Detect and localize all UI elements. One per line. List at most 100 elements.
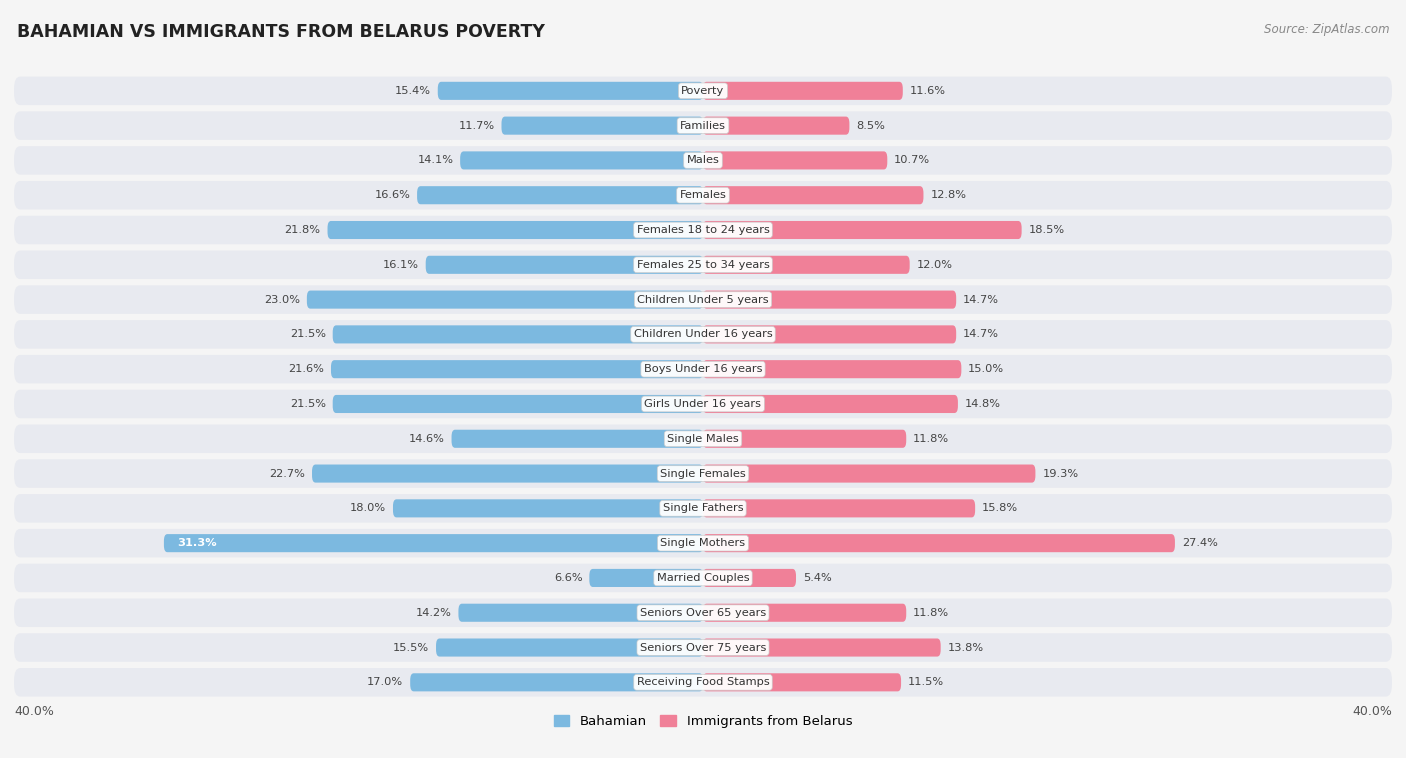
Text: 11.6%: 11.6%	[910, 86, 946, 96]
FancyBboxPatch shape	[418, 186, 703, 204]
FancyBboxPatch shape	[437, 82, 703, 100]
Text: 23.0%: 23.0%	[264, 295, 299, 305]
FancyBboxPatch shape	[312, 465, 703, 483]
FancyBboxPatch shape	[703, 152, 887, 170]
FancyBboxPatch shape	[703, 603, 907, 622]
Text: Single Males: Single Males	[666, 434, 740, 443]
Text: Seniors Over 75 years: Seniors Over 75 years	[640, 643, 766, 653]
Text: Poverty: Poverty	[682, 86, 724, 96]
FancyBboxPatch shape	[14, 146, 1392, 174]
FancyBboxPatch shape	[14, 424, 1392, 453]
Text: 11.8%: 11.8%	[912, 434, 949, 443]
Text: 15.8%: 15.8%	[981, 503, 1018, 513]
FancyBboxPatch shape	[703, 255, 910, 274]
FancyBboxPatch shape	[703, 290, 956, 309]
FancyBboxPatch shape	[589, 569, 703, 587]
Text: 21.5%: 21.5%	[290, 399, 326, 409]
Text: 12.8%: 12.8%	[931, 190, 966, 200]
FancyBboxPatch shape	[703, 82, 903, 100]
Text: 40.0%: 40.0%	[1353, 705, 1392, 718]
FancyBboxPatch shape	[14, 633, 1392, 662]
FancyBboxPatch shape	[392, 500, 703, 518]
Text: Single Females: Single Females	[661, 468, 745, 478]
Text: 21.8%: 21.8%	[284, 225, 321, 235]
Text: Females 18 to 24 years: Females 18 to 24 years	[637, 225, 769, 235]
Text: 18.5%: 18.5%	[1029, 225, 1064, 235]
Text: Males: Males	[686, 155, 720, 165]
Text: Seniors Over 65 years: Seniors Over 65 years	[640, 608, 766, 618]
Text: 8.5%: 8.5%	[856, 121, 886, 130]
Text: 19.3%: 19.3%	[1042, 468, 1078, 478]
FancyBboxPatch shape	[14, 599, 1392, 627]
FancyBboxPatch shape	[411, 673, 703, 691]
Text: 15.5%: 15.5%	[394, 643, 429, 653]
Text: Single Fathers: Single Fathers	[662, 503, 744, 513]
FancyBboxPatch shape	[436, 638, 703, 656]
Text: 21.5%: 21.5%	[290, 330, 326, 340]
FancyBboxPatch shape	[14, 355, 1392, 384]
Text: 22.7%: 22.7%	[270, 468, 305, 478]
Text: 27.4%: 27.4%	[1182, 538, 1218, 548]
FancyBboxPatch shape	[703, 395, 957, 413]
Text: Families: Families	[681, 121, 725, 130]
FancyBboxPatch shape	[703, 534, 1175, 552]
Text: 6.6%: 6.6%	[554, 573, 582, 583]
Text: 11.7%: 11.7%	[458, 121, 495, 130]
FancyBboxPatch shape	[703, 569, 796, 587]
FancyBboxPatch shape	[328, 221, 703, 239]
Text: 14.8%: 14.8%	[965, 399, 1001, 409]
FancyBboxPatch shape	[502, 117, 703, 135]
Text: 16.6%: 16.6%	[374, 190, 411, 200]
FancyBboxPatch shape	[14, 216, 1392, 244]
Text: 14.1%: 14.1%	[418, 155, 453, 165]
FancyBboxPatch shape	[14, 459, 1392, 488]
Text: 31.3%: 31.3%	[177, 538, 218, 548]
Text: Children Under 16 years: Children Under 16 years	[634, 330, 772, 340]
FancyBboxPatch shape	[307, 290, 703, 309]
Text: Children Under 5 years: Children Under 5 years	[637, 295, 769, 305]
Text: Married Couples: Married Couples	[657, 573, 749, 583]
FancyBboxPatch shape	[14, 564, 1392, 592]
FancyBboxPatch shape	[703, 360, 962, 378]
FancyBboxPatch shape	[703, 221, 1022, 239]
FancyBboxPatch shape	[330, 360, 703, 378]
Text: Females: Females	[679, 190, 727, 200]
Text: 21.6%: 21.6%	[288, 364, 323, 374]
FancyBboxPatch shape	[451, 430, 703, 448]
FancyBboxPatch shape	[703, 500, 976, 518]
Text: 18.0%: 18.0%	[350, 503, 387, 513]
FancyBboxPatch shape	[703, 430, 907, 448]
Text: Girls Under 16 years: Girls Under 16 years	[644, 399, 762, 409]
Text: 15.4%: 15.4%	[395, 86, 430, 96]
FancyBboxPatch shape	[426, 255, 703, 274]
FancyBboxPatch shape	[14, 251, 1392, 279]
Text: 14.2%: 14.2%	[416, 608, 451, 618]
Text: 40.0%: 40.0%	[14, 705, 53, 718]
FancyBboxPatch shape	[703, 673, 901, 691]
Text: 13.8%: 13.8%	[948, 643, 984, 653]
FancyBboxPatch shape	[703, 325, 956, 343]
Text: 15.0%: 15.0%	[969, 364, 1004, 374]
Text: 12.0%: 12.0%	[917, 260, 953, 270]
FancyBboxPatch shape	[14, 529, 1392, 557]
FancyBboxPatch shape	[14, 668, 1392, 697]
FancyBboxPatch shape	[333, 325, 703, 343]
Text: 10.7%: 10.7%	[894, 155, 931, 165]
Text: 14.7%: 14.7%	[963, 295, 1000, 305]
Text: Source: ZipAtlas.com: Source: ZipAtlas.com	[1264, 23, 1389, 36]
Text: BAHAMIAN VS IMMIGRANTS FROM BELARUS POVERTY: BAHAMIAN VS IMMIGRANTS FROM BELARUS POVE…	[17, 23, 544, 41]
FancyBboxPatch shape	[14, 77, 1392, 105]
FancyBboxPatch shape	[703, 117, 849, 135]
Text: 11.8%: 11.8%	[912, 608, 949, 618]
Text: Boys Under 16 years: Boys Under 16 years	[644, 364, 762, 374]
FancyBboxPatch shape	[165, 534, 703, 552]
FancyBboxPatch shape	[458, 603, 703, 622]
FancyBboxPatch shape	[14, 320, 1392, 349]
Text: Receiving Food Stamps: Receiving Food Stamps	[637, 678, 769, 688]
FancyBboxPatch shape	[703, 186, 924, 204]
FancyBboxPatch shape	[14, 285, 1392, 314]
FancyBboxPatch shape	[703, 638, 941, 656]
FancyBboxPatch shape	[14, 494, 1392, 522]
Text: 16.1%: 16.1%	[382, 260, 419, 270]
Text: 17.0%: 17.0%	[367, 678, 404, 688]
